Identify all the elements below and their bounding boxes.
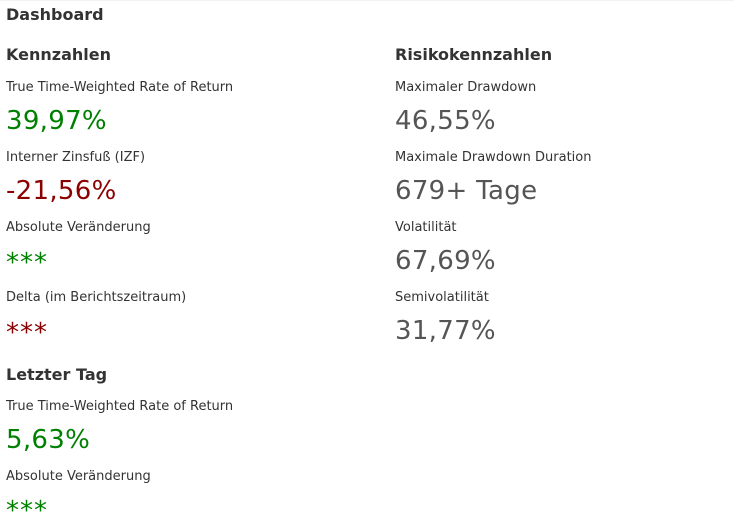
semivolatility-label: Semivolatilität [395,290,489,305]
twror-value: 39,97% [6,106,107,136]
max-drawdown-duration-value: 679+ Tage [395,176,538,206]
twror-label: True Time-Weighted Rate of Return [6,80,234,95]
letzter-tag-title: Letzter Tag [6,365,108,384]
last-day-twror-label: True Time-Weighted Rate of Return [6,399,234,414]
last-day-absolute-change-label: Absolute Veränderung [6,469,151,484]
absolute-change-value: *** [6,248,48,278]
absolute-change-label: Absolute Veränderung [6,220,151,235]
kennzahlen-title: Kennzahlen [6,45,111,64]
izf-value: -21,56% [6,176,117,206]
dashboard-title: Dashboard [6,5,104,24]
max-drawdown-value: 46,55% [395,106,496,136]
semivolatility-value: 31,77% [395,316,496,346]
volatility-value: 67,69% [395,246,496,276]
top-divider [0,0,734,1]
last-day-twror-value: 5,63% [6,425,91,455]
delta-label: Delta (im Berichtszeitraum) [6,290,187,305]
last-day-absolute-change-value: *** [6,496,48,524]
max-drawdown-duration-label: Maximale Drawdown Duration [395,150,592,165]
delta-value: *** [6,318,48,348]
risikokennzahlen-title: Risikokennzahlen [395,45,553,64]
izf-label: Interner Zinsfuß (IZF) [6,150,146,165]
max-drawdown-label: Maximaler Drawdown [395,80,537,95]
volatility-label: Volatilität [395,220,457,235]
